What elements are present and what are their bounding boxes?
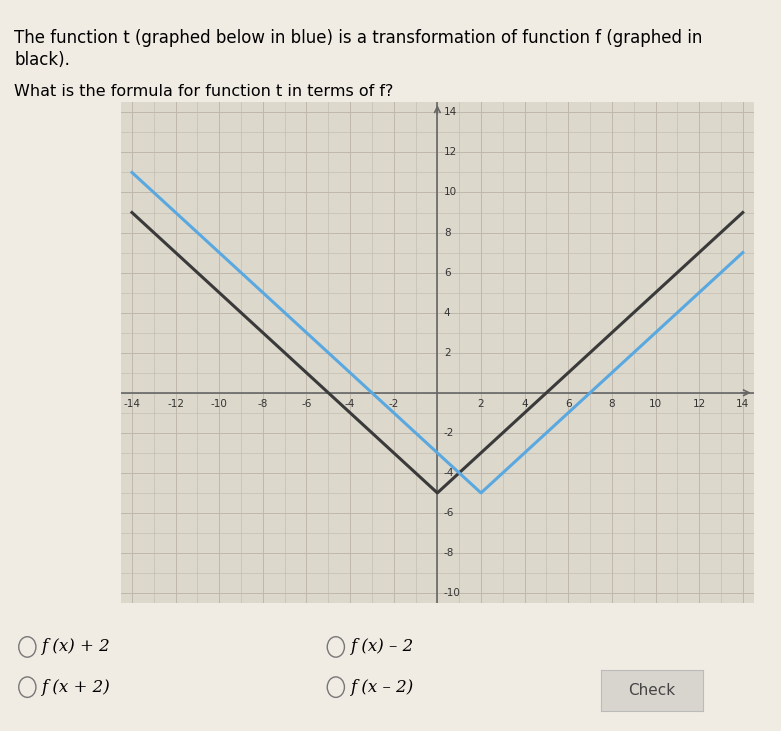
Text: -10: -10: [211, 399, 227, 409]
Text: -14: -14: [123, 399, 141, 409]
Text: 6: 6: [565, 399, 572, 409]
Text: 6: 6: [444, 268, 451, 278]
Text: What is the formula for function t in terms of f?: What is the formula for function t in te…: [14, 84, 394, 99]
Text: black).: black).: [14, 51, 70, 69]
Text: 4: 4: [521, 399, 528, 409]
Text: 14: 14: [736, 399, 750, 409]
Text: f (x – 2): f (x – 2): [350, 678, 413, 696]
Text: 2: 2: [444, 348, 451, 357]
Text: -2: -2: [444, 428, 455, 438]
Text: Check: Check: [629, 683, 676, 698]
Text: -10: -10: [444, 588, 461, 598]
Text: 8: 8: [444, 227, 451, 238]
Text: 4: 4: [444, 308, 451, 318]
Text: -8: -8: [258, 399, 268, 409]
Text: -6: -6: [444, 508, 455, 518]
Text: 10: 10: [444, 187, 457, 197]
Text: 14: 14: [444, 107, 457, 118]
Text: -12: -12: [167, 399, 184, 409]
Text: -8: -8: [444, 548, 455, 558]
Text: f (x) + 2: f (x) + 2: [41, 638, 110, 656]
Text: f (x) – 2: f (x) – 2: [350, 638, 413, 656]
Text: -6: -6: [301, 399, 312, 409]
Text: -4: -4: [444, 468, 455, 478]
Text: The function t (graphed below in blue) is a transformation of function f (graphe: The function t (graphed below in blue) i…: [14, 29, 702, 48]
Text: 12: 12: [444, 148, 457, 157]
Text: f (x + 2): f (x + 2): [41, 678, 110, 696]
Text: -4: -4: [345, 399, 355, 409]
Text: 10: 10: [649, 399, 662, 409]
Text: -2: -2: [388, 399, 399, 409]
Text: 12: 12: [693, 399, 706, 409]
Text: 2: 2: [478, 399, 484, 409]
Text: 8: 8: [608, 399, 615, 409]
